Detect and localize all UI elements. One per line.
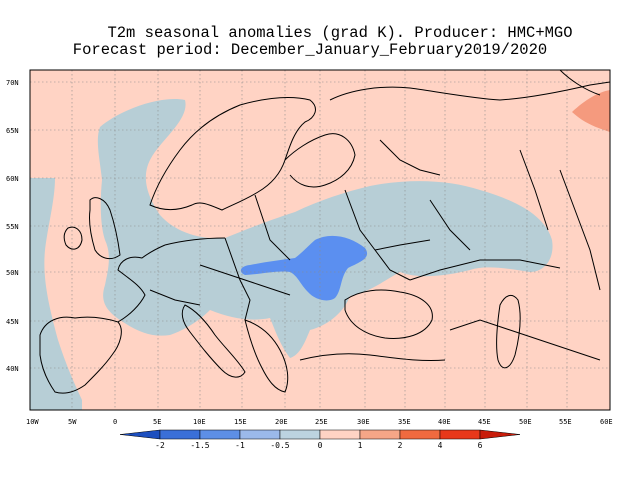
colorbar-label: -0.5 (270, 441, 289, 450)
colorbar-segment (479, 429, 521, 440)
lat-tick-70: 70N (6, 79, 19, 87)
lon-tick-10e: 10E (193, 418, 206, 426)
map-frame (29, 69, 611, 411)
lon-tick-30e: 30E (357, 418, 370, 426)
cold-anomaly-region-weak (97, 99, 553, 359)
lon-tick-25e: 25E (315, 418, 328, 426)
lat-tick-45: 45N (6, 318, 19, 326)
colorbar-segment (159, 429, 201, 440)
map-area (30, 70, 610, 410)
colorbar-segment (239, 429, 281, 440)
colorbar-segment (319, 429, 361, 440)
warm-anomaly-region-medium (572, 90, 610, 132)
colorbar-label: -1.5 (190, 441, 209, 450)
colorbar-segment (279, 429, 321, 440)
colorbar-label: 1 (358, 441, 363, 450)
colorbar-label: 2 (398, 441, 403, 450)
colorbar-segment (119, 429, 161, 440)
cold-anomaly-region-strong (240, 235, 368, 301)
colorbar: -2 -1.5 -1 -0.5 0 1 2 4 6 (119, 429, 521, 450)
colorbar-segment (439, 429, 481, 440)
lon-tick-40e: 40E (438, 418, 451, 426)
lon-tick-15e: 15E (234, 418, 247, 426)
lon-tick-45e: 45E (478, 418, 491, 426)
lon-tick-60e: 60E (600, 418, 613, 426)
lat-tick-60: 60N (6, 175, 19, 183)
lon-tick-labels: 10W 5W 0 5E 10E 15E 20E 25E 30E 35E 40E … (26, 418, 613, 426)
map-title-line-1: T2m seasonal anomalies (grad K). Produce… (107, 24, 573, 42)
colorbar-segment (199, 429, 241, 440)
lat-tick-40: 40N (6, 365, 19, 373)
colorbar-label: 6 (478, 441, 483, 450)
lon-tick-20e: 20E (275, 418, 288, 426)
lon-tick-10w: 10W (26, 418, 39, 426)
lon-tick-50e: 50E (519, 418, 532, 426)
map-title-line-2: Forecast period: December_January_Februa… (72, 41, 548, 59)
lon-tick-0: 0 (113, 418, 117, 426)
colorbar-label: 0 (318, 441, 323, 450)
colorbar-segment (359, 429, 401, 440)
lat-tick-55: 55N (6, 223, 19, 231)
lon-tick-55e: 55E (559, 418, 572, 426)
lat-tick-labels: 40N 45N 50N 55N 60N 65N 70N (6, 79, 19, 373)
lon-tick-35e: 35E (398, 418, 411, 426)
colorbar-label: -1 (235, 441, 245, 450)
lat-tick-50: 50N (6, 269, 19, 277)
graticule (30, 70, 610, 410)
lat-tick-65: 65N (6, 127, 19, 135)
colorbar-segment (399, 429, 441, 440)
cold-anomaly-region-atlantic (30, 178, 82, 410)
colorbar-label: -2 (155, 441, 165, 450)
lon-tick-5w: 5W (68, 418, 77, 426)
lon-tick-5e: 5E (153, 418, 161, 426)
coastlines (39, 70, 610, 394)
colorbar-label: 4 (438, 441, 443, 450)
